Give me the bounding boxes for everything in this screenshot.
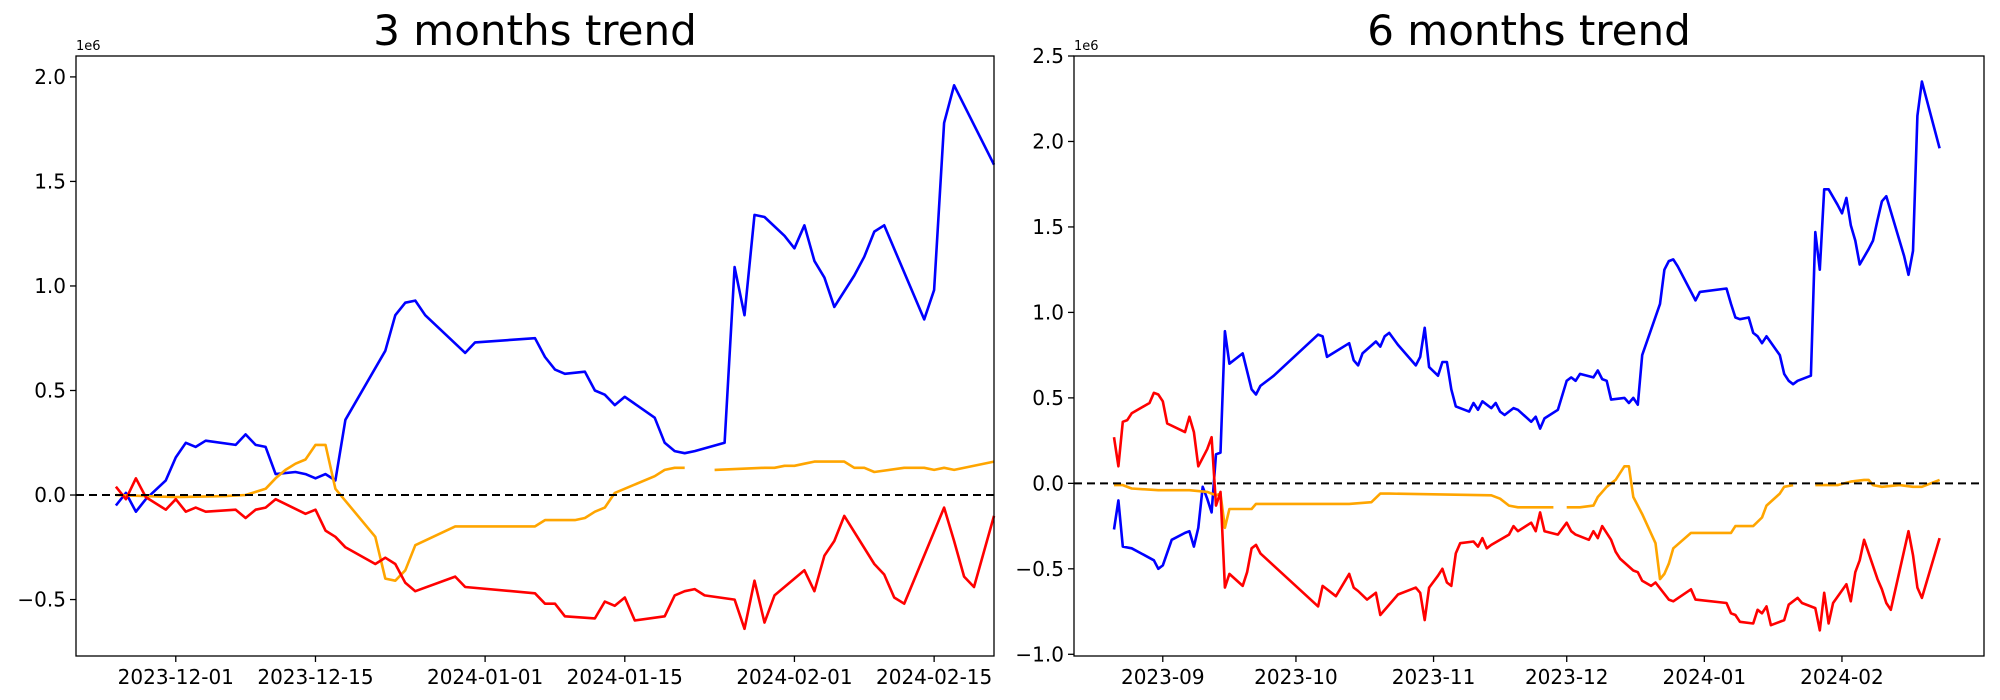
chart-title-6-months: 6 months trend xyxy=(1367,6,1691,55)
chart-title-3-months: 3 months trend xyxy=(373,6,697,55)
chart-6-months-trend: 2023-09 2023-10 2023-11 2023-12 2024-01 2024-… xyxy=(1015,39,1985,689)
y-tick-label: 0.0 xyxy=(34,483,66,507)
y-tick-label: −0.5 xyxy=(1015,557,1064,581)
y-tick-label: 2.0 xyxy=(1032,129,1064,153)
y-tick-label: 2.5 xyxy=(1032,44,1064,68)
x-tick-label: 2023-12-15 xyxy=(257,665,373,689)
y-tick-label: 1.0 xyxy=(34,274,66,298)
y-tick-label: 1.0 xyxy=(1032,300,1064,324)
x-tick-label: 2024-02 xyxy=(1800,665,1884,689)
series-line-1-segment-1 xyxy=(114,84,996,513)
y-offset-text: 1e6 xyxy=(1074,39,1099,54)
y-tick-label: 1.5 xyxy=(34,169,66,193)
series-line-2-segment-1 xyxy=(115,443,685,582)
y-tick-label: 0.5 xyxy=(34,378,66,402)
series-line-2-segment-1 xyxy=(1114,483,1554,530)
y-tick-label: −0.5 xyxy=(17,588,66,612)
x-tick-label: 2024-01 xyxy=(1663,665,1747,689)
x-tick-label: 2024-02-15 xyxy=(876,665,992,689)
series-line-2-segment-2 xyxy=(714,460,995,474)
x-tick-label: 2023-09 xyxy=(1121,665,1205,689)
y-tick-label: 0.0 xyxy=(1032,471,1064,495)
axes-frame xyxy=(75,55,995,657)
series-line-3-segment-1 xyxy=(1112,391,1941,632)
x-tick-label: 2023-12 xyxy=(1525,665,1609,689)
y-tick-label: 1.5 xyxy=(1032,215,1064,239)
series-line-3-segment-1 xyxy=(114,477,996,631)
y-tick-label: 0.5 xyxy=(1032,386,1064,410)
x-tick-label: 2023-10 xyxy=(1254,665,1338,689)
chart-3-months-trend: 2023-12-01 2023-12-15 2024-01-01 2024-01-15… xyxy=(17,39,996,689)
x-tick-label: 2024-01-15 xyxy=(567,665,683,689)
x-tick-label: 2024-02-01 xyxy=(736,665,852,689)
x-tick-label: 2023-11 xyxy=(1392,665,1476,689)
y-tick-label: −1.0 xyxy=(1015,642,1064,666)
y-offset-text: 1e6 xyxy=(76,39,101,54)
y-tick-label: 2.0 xyxy=(34,65,66,89)
axes-frame xyxy=(1073,55,1985,657)
x-tick-label: 2023-12-01 xyxy=(118,665,234,689)
x-tick-label: 2024-01-01 xyxy=(427,665,543,689)
series-line-1-segment-1 xyxy=(1112,80,1941,571)
series-line-2-segment-2 xyxy=(1566,465,1794,581)
